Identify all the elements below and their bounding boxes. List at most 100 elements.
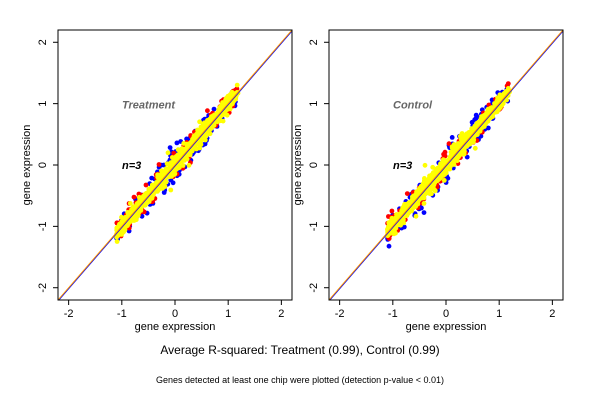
yellow-point bbox=[186, 162, 192, 168]
yellow-point bbox=[168, 187, 174, 193]
red-point bbox=[404, 191, 410, 197]
x-tick-label: 0 bbox=[172, 308, 178, 320]
yellow-point bbox=[234, 82, 240, 88]
y-axis-label: gene expression bbox=[21, 125, 33, 206]
y-tick-label: 2 bbox=[308, 39, 320, 45]
diagonal-line-blue bbox=[58, 30, 292, 300]
yellow-point bbox=[208, 126, 214, 131]
yellow-point bbox=[403, 213, 409, 218]
x-axis-label: gene expression bbox=[135, 321, 216, 333]
yellow-point bbox=[127, 201, 133, 206]
yellow-point bbox=[421, 201, 427, 206]
y-tick-label: -1 bbox=[37, 221, 49, 231]
x-tick-label: 2 bbox=[549, 308, 555, 320]
yellow-point bbox=[413, 213, 419, 219]
yellow-point bbox=[159, 168, 164, 174]
blue-point bbox=[474, 114, 480, 120]
x-tick-label: -2 bbox=[64, 308, 74, 320]
red-point bbox=[205, 108, 210, 114]
yellow-point bbox=[207, 131, 213, 137]
y-tick-label: -2 bbox=[37, 283, 49, 293]
yellow-point bbox=[389, 215, 395, 221]
yellow-point bbox=[124, 223, 130, 229]
blue-point bbox=[464, 154, 470, 160]
chart-panel-treatment: -2 -1 0 1 2 -2 -1 0 1 2 gene expression gene expres… bbox=[21, 29, 293, 333]
yellow-point bbox=[465, 142, 470, 148]
yellow-point bbox=[476, 119, 482, 125]
yellow-point bbox=[198, 124, 204, 130]
blue-point bbox=[167, 145, 173, 151]
red-point bbox=[389, 208, 395, 214]
y-tick-label: -1 bbox=[308, 221, 320, 231]
x-tick-label: 1 bbox=[496, 308, 502, 320]
yellow-point bbox=[460, 151, 466, 156]
diagonal-line-blue bbox=[329, 30, 563, 300]
yellow-point bbox=[197, 119, 203, 125]
diagonal-line-orange bbox=[329, 30, 563, 300]
blue-point bbox=[386, 243, 392, 249]
yellow-point bbox=[432, 188, 438, 194]
red-point bbox=[505, 81, 511, 86]
yellow-point bbox=[165, 150, 171, 156]
y-tick-label: 1 bbox=[37, 101, 49, 107]
blue-point bbox=[445, 175, 451, 181]
yellow-point bbox=[457, 133, 463, 139]
yellow-point bbox=[454, 158, 460, 164]
blue-point bbox=[211, 106, 217, 112]
yellow-point bbox=[154, 189, 160, 194]
x-tick-label: 1 bbox=[225, 308, 231, 320]
red-point bbox=[171, 150, 177, 156]
yellow-point bbox=[422, 191, 428, 196]
yellow-point bbox=[438, 161, 443, 167]
y-tick-label: 2 bbox=[37, 39, 49, 45]
blue-point bbox=[184, 136, 190, 142]
yellow-point bbox=[426, 176, 432, 182]
yellow-point bbox=[499, 102, 505, 108]
yellow-point bbox=[163, 168, 169, 173]
y-tick-label: 0 bbox=[37, 162, 49, 168]
yellow-point bbox=[472, 145, 478, 151]
yellow-point bbox=[494, 100, 499, 106]
yellow-point bbox=[119, 219, 125, 224]
x-tick-label: 2 bbox=[278, 308, 284, 320]
yellow-point bbox=[177, 152, 183, 158]
yellow-point bbox=[180, 163, 186, 168]
yellow-point bbox=[190, 136, 195, 142]
blue-point bbox=[449, 135, 455, 140]
yellow-point bbox=[441, 178, 447, 183]
yellow-point bbox=[167, 161, 173, 167]
yellow-point bbox=[114, 239, 120, 244]
red-point bbox=[446, 141, 452, 147]
yellow-point bbox=[158, 172, 164, 178]
chart-panel-control: -2 -1 0 1 2 -2 -1 0 1 2 gene expression gene expres… bbox=[292, 29, 564, 333]
yellow-point bbox=[399, 208, 405, 214]
red-point bbox=[156, 162, 162, 167]
yellow-point bbox=[198, 142, 204, 147]
yellow-point bbox=[120, 228, 126, 234]
r-squared-caption: Average R-squared: Treatment (0.99), Con… bbox=[160, 343, 440, 357]
y-axis-label: gene expression bbox=[292, 125, 304, 206]
yellow-point bbox=[451, 142, 457, 147]
panel-title: Control bbox=[393, 100, 433, 112]
yellow-point bbox=[150, 193, 156, 199]
blue-point bbox=[421, 210, 427, 216]
blue-point bbox=[174, 140, 180, 146]
panel-title: Treatment bbox=[122, 100, 176, 112]
diagonal-line-orange bbox=[58, 30, 292, 300]
yellow-point bbox=[422, 162, 428, 168]
yellow-point bbox=[181, 141, 187, 146]
yellow-point bbox=[169, 174, 175, 179]
yellow-point bbox=[430, 164, 436, 170]
x-tick-label: -1 bbox=[117, 308, 127, 320]
blue-point bbox=[149, 175, 155, 181]
y-tick-label: 0 bbox=[308, 162, 320, 168]
sample-size-label: n=3 bbox=[122, 160, 141, 172]
yellow-point bbox=[220, 100, 226, 105]
red-point bbox=[143, 182, 149, 188]
detection-note-caption: Genes detected at least one chip were pl… bbox=[156, 375, 444, 385]
yellow-point bbox=[503, 89, 509, 94]
y-tick-label: 1 bbox=[308, 101, 320, 107]
x-axis-label: gene expression bbox=[406, 321, 487, 333]
blue-point bbox=[161, 190, 167, 195]
